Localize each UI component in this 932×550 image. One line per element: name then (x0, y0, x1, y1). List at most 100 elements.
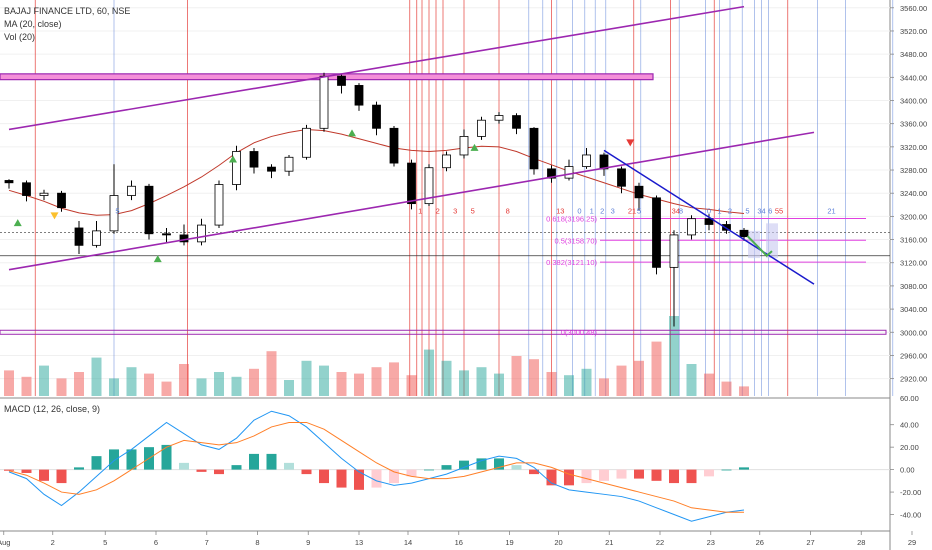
count-label-red: 21 (628, 206, 636, 215)
count-labels: 1 2 3 5 8 13 21 34 555 0 1 2 3 5 8 0 1 2 5 34 6 21 (115, 206, 835, 215)
volume-bar (301, 360, 312, 396)
volume-bar (144, 373, 154, 396)
candle-body (319, 75, 329, 129)
candle-body (302, 127, 311, 158)
volume-bar (564, 375, 574, 396)
macd-histogram-bar (721, 469, 732, 471)
time-tick-label: 14 (404, 538, 412, 547)
price-tick-label: 3360.00 (900, 120, 927, 129)
up-arrow-marker (153, 255, 162, 263)
fib-label: 0(3000.48) (561, 328, 598, 337)
volume-bar (319, 365, 329, 396)
volume-bar (616, 365, 627, 396)
time-tick-label: 19 (505, 538, 513, 547)
price-tick-label: 3520.00 (900, 27, 927, 36)
macd-label: MACD (12, 26, close, 9) (4, 404, 101, 414)
count-label-red: 1 (418, 206, 422, 215)
time-tick-label: 29 (908, 538, 916, 547)
time-tick-label: 23 (707, 538, 715, 547)
count-label-red: 3 (453, 206, 457, 215)
candle-body (512, 115, 521, 129)
volume-bar (599, 378, 609, 396)
legend-symbol[interactable]: BAJAJ FINANCE LTD, 60, NSE (4, 6, 130, 16)
yellow-arrow-marker (50, 212, 59, 220)
volume-bar (266, 351, 277, 396)
candle-body (477, 119, 486, 137)
macd-histogram-bar (459, 460, 469, 470)
candle-body (249, 151, 259, 168)
macd-histogram-bar (56, 469, 67, 484)
volume-bar (739, 386, 749, 396)
candle-body (92, 230, 101, 246)
candle-body (284, 156, 294, 172)
candle-body (232, 151, 241, 185)
candle-body (564, 166, 574, 179)
count-label-blue: 3 (611, 206, 615, 215)
volume-bar (161, 381, 172, 396)
candle-body (459, 136, 469, 156)
candle-body (704, 218, 714, 225)
volume-bar (511, 356, 522, 396)
macd-histogram-bar (4, 469, 14, 471)
macd-histogram-bar (249, 453, 259, 470)
drawings (8, 5, 815, 285)
projection-box (748, 230, 760, 259)
count-label-blue: 34 (757, 206, 765, 215)
legend-ma[interactable]: MA (20, close) (4, 19, 62, 29)
volume-bar (336, 372, 347, 396)
legend-macd[interactable]: MACD (12, 26, close, 9) (4, 404, 100, 414)
candle-body (354, 85, 364, 106)
count-label-blue: 2 (600, 206, 604, 215)
count-label-blue: 5 (115, 206, 119, 215)
price-tick-label: 2960.00 (900, 351, 927, 360)
macd-histogram-bar (284, 462, 294, 470)
up-arrow-marker (13, 219, 22, 227)
time-tick-label: 7 (205, 538, 209, 547)
macd-histogram-bar (74, 467, 84, 470)
macd-histogram-bar (686, 469, 697, 484)
price-tick-label: 3480.00 (900, 50, 927, 59)
candle-body (57, 192, 66, 209)
volume-bar (581, 368, 592, 396)
fib-label: 0.5(3158.70) (554, 236, 597, 245)
volume-bar (634, 360, 644, 396)
volume-bar (214, 372, 224, 396)
macd-histogram-bar (301, 469, 312, 475)
volume-bar (284, 380, 294, 396)
count-label-blue: 0 (707, 206, 711, 215)
macd-histogram-bar (634, 469, 644, 479)
zones: 0.618(3196.25) 0.5(3158.70) 0.382(3121.10)… (0, 73, 890, 337)
legend-vol[interactable]: Vol (20) (4, 32, 35, 42)
ma-label: MA (20, close) (4, 19, 62, 29)
time-tick-label: 26 (756, 538, 764, 547)
volume-bar (91, 357, 102, 396)
macd-histogram-bar (424, 469, 434, 471)
macd-histogram-bar (21, 469, 32, 473)
macd-histogram-bar (354, 469, 364, 490)
projection-arrow (746, 235, 773, 258)
macd-histogram-bar (529, 469, 539, 475)
macd-tick-label: 40.00 (900, 421, 919, 430)
time-tick-label: 20 (554, 538, 562, 547)
time-tick-label: 6 (154, 538, 158, 547)
count-label-blue: 2 (728, 206, 732, 215)
candle-body (197, 224, 206, 243)
candle-body (109, 195, 119, 232)
volume-bar (179, 364, 189, 396)
volume-bar (406, 375, 417, 396)
candle-body (407, 162, 416, 205)
macd-histogram-bar (91, 456, 102, 470)
candle-body (22, 182, 31, 196)
candle-body (494, 115, 504, 121)
count-label-blue: 21 (827, 206, 835, 215)
candle-body (529, 127, 539, 170)
price-tick-label: 3240.00 (900, 189, 927, 198)
candle-body (722, 224, 731, 231)
candle-body (267, 166, 276, 172)
count-label-red: 8 (506, 206, 510, 215)
macd-histogram-bar (406, 469, 417, 477)
count-label-blue: 1 (717, 206, 721, 215)
macd-histogram-bar (599, 469, 609, 481)
candle-body (74, 227, 84, 246)
volume-bar (231, 376, 242, 396)
